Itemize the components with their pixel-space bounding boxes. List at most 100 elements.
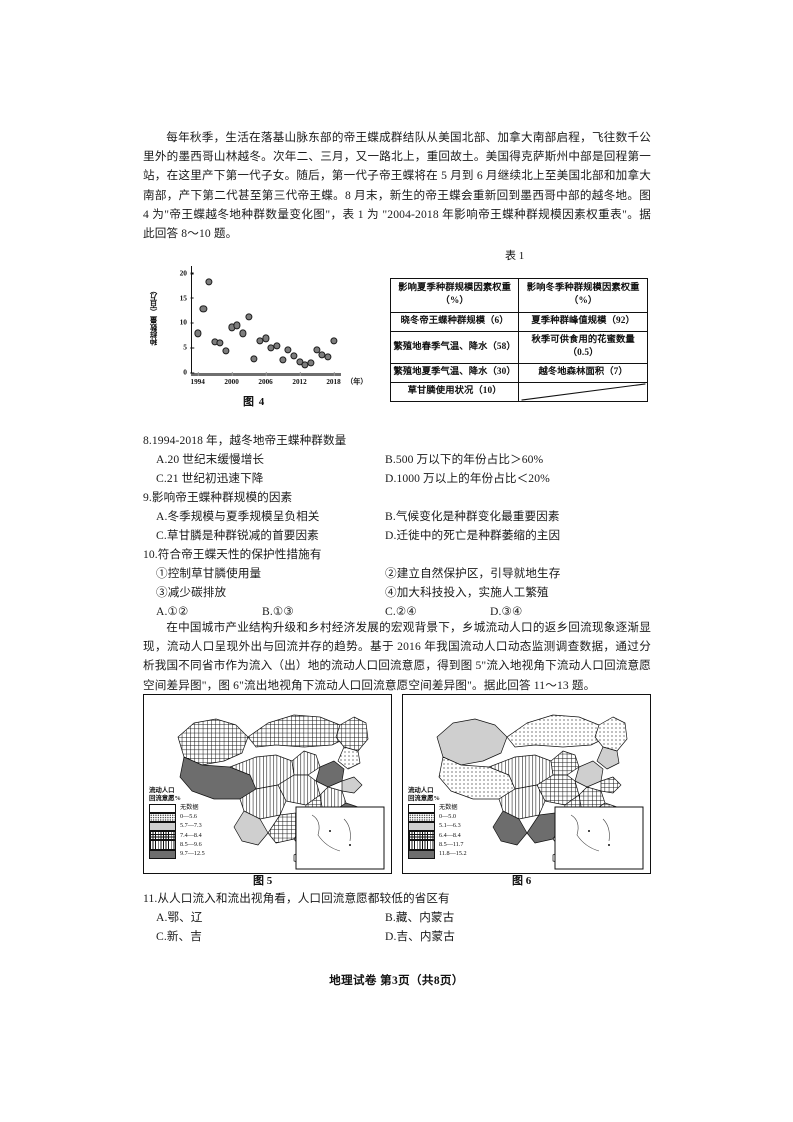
legend-label: 无数据 bbox=[180, 804, 199, 812]
figure-5-china-map-inflow: 流动人口 回流意愿% 无数据 0—5.6 5.7—7.3 7.4—8.4 8.5… bbox=[143, 694, 392, 874]
legend-label: 5.7—7.3 bbox=[180, 822, 202, 830]
legend-swatch-dark bbox=[408, 849, 435, 860]
chart-data-point bbox=[245, 312, 253, 321]
china-map-outflow-svg bbox=[436, 714, 644, 870]
chart-data-point bbox=[284, 346, 292, 354]
legend-label: 0—5.6 bbox=[180, 813, 198, 821]
legend-swatch-cross bbox=[149, 831, 176, 841]
question-8-option-b[interactable]: B.500 万以下的年份占比＞60% bbox=[385, 453, 544, 466]
question-10-statement-4: ④加大科技投入，实施人工繁殖 bbox=[385, 586, 549, 599]
legend-label: 8.5—9.6 bbox=[180, 840, 202, 848]
question-11-option-b[interactable]: B.藏、内蒙古 bbox=[385, 911, 455, 924]
chart-plot-area bbox=[192, 268, 342, 372]
legend-label: 0—5.0 bbox=[439, 813, 457, 821]
legend-label: 6.4—8.4 bbox=[439, 831, 461, 839]
question-9-option-b[interactable]: B.气候变化是种群变化最重要因素 bbox=[385, 510, 560, 523]
legend-item: 9.7—12.5 bbox=[149, 849, 205, 860]
legend-swatch-dot bbox=[408, 812, 435, 823]
question-10-statement-1: ①控制草甘膦使用量 bbox=[156, 567, 262, 580]
question-10-stem-text: 符合帝王蝶天性的保护性措施有 bbox=[157, 548, 322, 561]
chart-data-point bbox=[278, 356, 287, 364]
question-10-option-b[interactable]: B.①③ bbox=[262, 605, 294, 618]
question-8-option-d[interactable]: D.1000 万以上的年份占比＜20% bbox=[385, 472, 550, 485]
table-cell-summer-4: 草甘膦使用状况（10） bbox=[389, 381, 520, 402]
question-8-stem-text: 1994-2018 年，越冬地帝王蝶种群数量 bbox=[151, 434, 347, 447]
question-11-stem: 11.从人口流入和流出视角看，人口回流意愿都较低的省区有 bbox=[143, 890, 450, 909]
chart-data-point bbox=[307, 359, 315, 367]
figure-5-legend: 流动人口 回流意愿% 无数据 0—5.6 5.7—7.3 7.4—8.4 8.5… bbox=[149, 787, 205, 860]
chart-data-point bbox=[312, 346, 321, 354]
question-9-option-c[interactable]: C.草甘膦是种群锐减的首要因素 bbox=[156, 529, 319, 542]
legend-swatch-grey bbox=[408, 822, 435, 832]
table-1-caption: 表 1 bbox=[505, 250, 525, 262]
chart-x-tick-2018: 2018 bbox=[326, 372, 341, 386]
chart-data-point bbox=[233, 321, 241, 330]
figure-6-legend: 流动人口 回流意愿% 无数据 0—5.0 5.1—6.3 6.4—8.4 8.5… bbox=[408, 787, 467, 860]
figure-4-scatter-chart: 种群数量（百万） 0 5 10 15 20 1994 2000 2006 2012 2018 （… bbox=[149, 262, 368, 390]
chart-data-point bbox=[205, 278, 213, 286]
legend-label: 无数据 bbox=[439, 804, 458, 812]
legend-item: 0—5.0 bbox=[408, 812, 467, 823]
chart-data-point bbox=[222, 347, 230, 355]
legend-item: 8.5—9.6 bbox=[149, 840, 205, 850]
legend-title-line2: 回流意愿% bbox=[408, 795, 440, 803]
table-cell-winter-3: 越冬地森林面积（7） bbox=[518, 362, 648, 383]
legend-label: 8.5—11.7 bbox=[439, 840, 464, 848]
legend-item: 8.5—11.7 bbox=[408, 840, 467, 850]
chart-x-tick-2000: 2000 bbox=[224, 372, 239, 386]
question-9-option-a[interactable]: A.冬季规模与夏季规模呈负相关 bbox=[156, 510, 320, 523]
question-10-option-a[interactable]: A.①② bbox=[156, 605, 189, 618]
chart-data-point bbox=[324, 353, 332, 361]
china-map-inflow-svg bbox=[177, 714, 385, 870]
legend-swatch-vert bbox=[408, 840, 435, 850]
question-11-option-d[interactable]: D.吉、内蒙古 bbox=[385, 930, 455, 943]
figure-6-china-map-outflow: 流动人口 回流意愿% 无数据 0—5.0 5.1—6.3 6.4—8.4 8.5… bbox=[402, 694, 651, 874]
question-10-option-d[interactable]: D.③④ bbox=[490, 605, 523, 618]
chart-y-axis-line bbox=[191, 266, 193, 374]
table-1-population-factors: 影响夏季种群规模因素权重（%） 影响冬季种群规模因素权重（%） 晓冬帝王蝶种群规… bbox=[389, 278, 648, 402]
question-10-option-c[interactable]: C.②④ bbox=[385, 605, 417, 618]
legend-item: 6.4—8.4 bbox=[408, 831, 467, 841]
chart-data-point bbox=[261, 334, 270, 342]
legend-swatch-dot bbox=[149, 812, 176, 823]
question-9-number: 9. bbox=[143, 491, 152, 504]
legend-item: 0—5.6 bbox=[149, 812, 205, 823]
chart-data-point bbox=[250, 355, 258, 363]
question-11-number: 11. bbox=[143, 892, 158, 905]
legend-swatch-none bbox=[149, 803, 176, 814]
chart-data-point bbox=[290, 352, 298, 360]
passage-2-text: 在中国城市产业结构升级和乡村经济发展的宏观背景下，乡城流动人口的返乡回流现象逐渐… bbox=[143, 621, 651, 692]
table-row: 繁殖地春季气温、降水（58） 秋季可供食用的花蜜数量（0.5） bbox=[389, 330, 648, 364]
question-8-number: 8. bbox=[143, 434, 152, 447]
figure-6-caption: 图 6 bbox=[512, 875, 532, 887]
chart-y-tick-5: 5 bbox=[183, 343, 194, 352]
table-row: 繁殖地夏季气温、降水（30） 越冬地森林面积（7） bbox=[389, 362, 648, 383]
question-11-option-a[interactable]: A.鄂、辽 bbox=[156, 911, 203, 924]
chart-y-axis-label: 种群数量（百万） bbox=[149, 286, 158, 346]
table-row: 草甘膦使用状况（10） bbox=[389, 381, 648, 402]
question-10-stem: 10.符合帝王蝶天性的保护性措施有 bbox=[143, 546, 322, 565]
legend-label: 11.8—15.2 bbox=[439, 850, 467, 858]
chart-data-point bbox=[273, 342, 281, 350]
question-9-option-d[interactable]: D.迁徙中的死亡是种群萎缩的主因 bbox=[385, 529, 561, 542]
table-header-winter: 影响冬季种群规模因素权重（%） bbox=[518, 278, 648, 313]
chart-data-point bbox=[329, 337, 338, 345]
question-8-option-c[interactable]: C.21 世纪初迅速下降 bbox=[156, 472, 264, 485]
chart-y-tick-0: 0 bbox=[183, 368, 194, 377]
question-8-option-a[interactable]: A.20 世纪末缓慢增长 bbox=[156, 453, 265, 466]
legend-title-line1: 流动人口 bbox=[408, 787, 434, 794]
legend-swatch-cross bbox=[408, 831, 435, 841]
chart-data-point bbox=[199, 305, 207, 313]
legend-item: 7.4—8.4 bbox=[149, 831, 205, 841]
question-8-stem: 8.1994-2018 年，越冬地帝王蝶种群数量 bbox=[143, 432, 346, 451]
figure-4-caption: 图 4 bbox=[243, 396, 266, 408]
passage-population-migration: 在中国城市产业结构升级和乡村经济发展的宏观背景下，乡城流动人口的返乡回流现象逐渐… bbox=[143, 618, 651, 695]
legend-swatch-dark bbox=[149, 849, 176, 860]
question-9-stem: 9.影响帝王蝶种群规模的因素 bbox=[143, 489, 292, 508]
chart-data-point bbox=[239, 329, 247, 337]
question-11-option-c[interactable]: C.新、吉 bbox=[156, 930, 202, 943]
table-cell-summer-2: 繁殖地春季气温、降水（58） bbox=[389, 330, 520, 364]
legend-item: 5.1—6.3 bbox=[408, 822, 467, 832]
table-header-row: 影响夏季种群规模因素权重（%） 影响冬季种群规模因素权重（%） bbox=[389, 278, 648, 313]
